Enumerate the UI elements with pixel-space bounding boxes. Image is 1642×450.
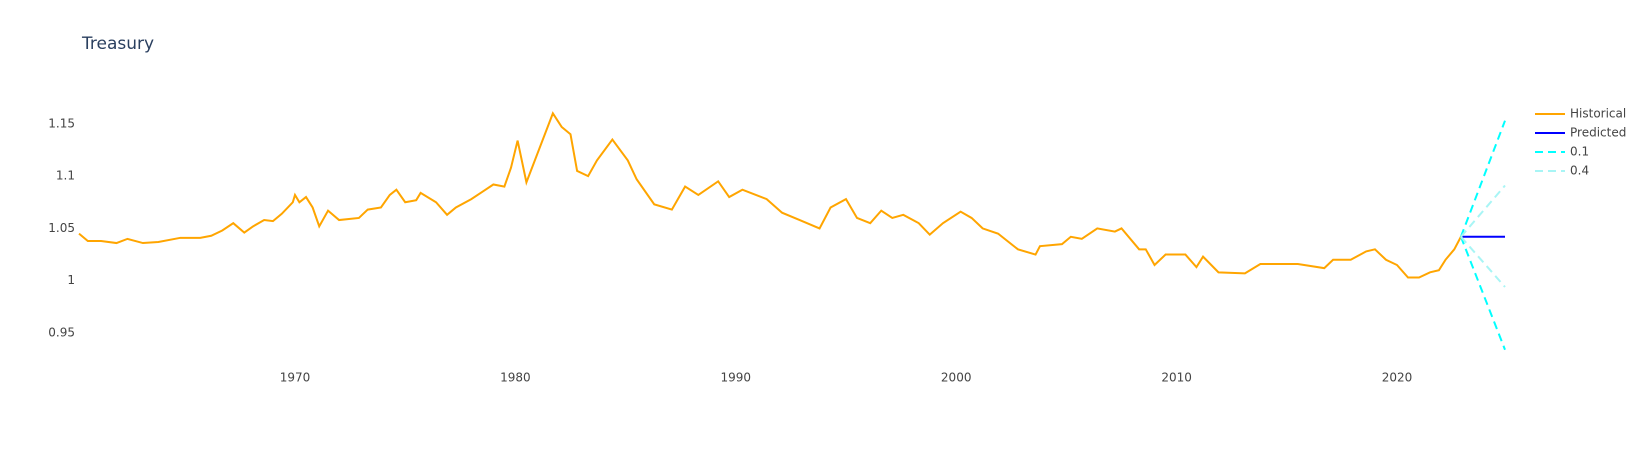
series-line: [1459, 236, 1506, 351]
x-tick-label: 2020: [1382, 371, 1413, 385]
y-tick-label: 1.1: [56, 169, 75, 183]
x-tick-label: 1990: [721, 371, 752, 385]
y-tick-label: 1.15: [48, 116, 75, 130]
y-tick-label: 0.95: [48, 325, 75, 339]
chart-title: Treasury: [81, 34, 154, 54]
x-tick-label: 2000: [941, 371, 972, 385]
legend-label: Predicted: [1570, 126, 1626, 140]
legend-label: Historical: [1570, 107, 1626, 121]
series-line: [1460, 184, 1506, 238]
y-tick-label: 1: [67, 273, 75, 287]
x-tick-label: 1980: [500, 371, 531, 385]
y-tick-label: 1.05: [48, 221, 75, 235]
x-tick-label: 1970: [280, 371, 311, 385]
series-line: [78, 111, 1462, 279]
legend-label: 0.4: [1570, 164, 1589, 178]
x-tick-label: 2010: [1161, 371, 1192, 385]
series-line: [1460, 236, 1506, 288]
series-line: [1459, 120, 1506, 238]
legend-label: 0.1: [1570, 145, 1589, 159]
